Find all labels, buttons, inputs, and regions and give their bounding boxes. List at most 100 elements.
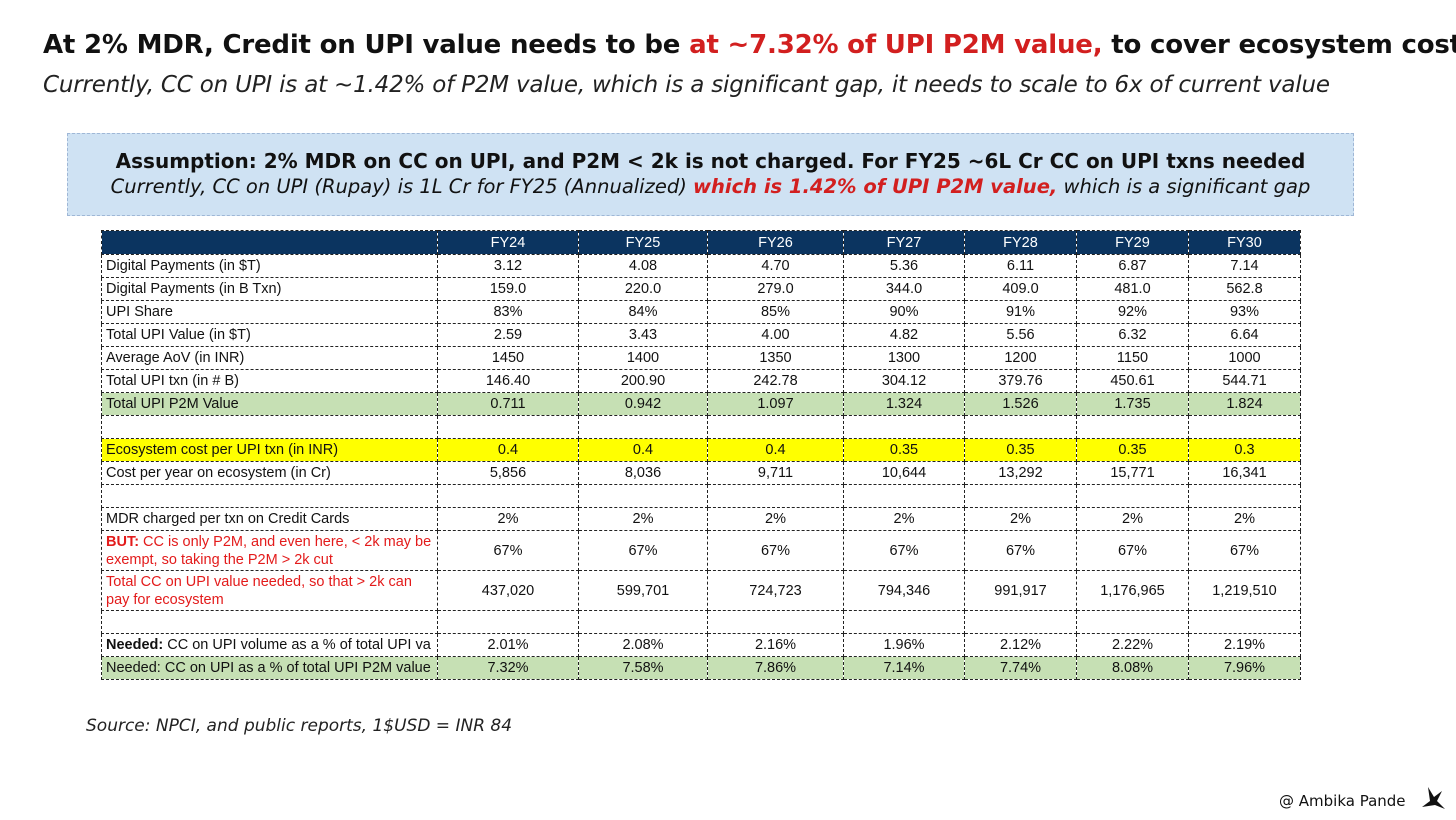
- table-cell: 242.78: [707, 369, 844, 393]
- table-cell: 92%: [1076, 300, 1189, 324]
- table-cell: 1150: [1076, 346, 1189, 370]
- table-cell: 16,341: [1188, 461, 1301, 485]
- table-cell: 93%: [1188, 300, 1301, 324]
- table-cell: 544.71: [1188, 369, 1301, 393]
- table-cell: 2.59: [437, 323, 579, 347]
- column-header: FY26: [707, 230, 844, 255]
- table-cell: 2.22%: [1076, 633, 1189, 657]
- row-label: Total UPI txn (in # B): [101, 369, 438, 393]
- row-label: Needed: CC on UPI volume as a % of total…: [101, 633, 438, 657]
- column-header: FY24: [437, 230, 579, 255]
- assumption-line2-highlight: which is 1.42% of UPI P2M value,: [693, 175, 1058, 198]
- table-cell: 4.70: [707, 254, 844, 278]
- table-cell: 1,176,965: [1076, 570, 1189, 611]
- table-cell: 2%: [1188, 507, 1301, 531]
- table-cell: 220.0: [578, 277, 708, 301]
- row-label: Total CC on UPI value needed, so that > …: [101, 570, 438, 611]
- row-label: Ecosystem cost per UPI txn (in INR): [101, 438, 438, 462]
- table-cell: 1200: [964, 346, 1077, 370]
- table-row: Needed: CC on UPI volume as a % of total…: [101, 633, 1301, 657]
- table-cell: 67%: [1188, 530, 1301, 571]
- table-cell: 0.3: [1188, 438, 1301, 462]
- table-cell: 1.824: [1188, 392, 1301, 416]
- table-cell: 379.76: [964, 369, 1077, 393]
- assumption-line2-prefix: Currently, CC on UPI (Rupay) is 1L Cr fo…: [110, 175, 694, 198]
- table-cell: 8.08%: [1076, 656, 1189, 680]
- row-label: Needed: CC on UPI as a % of total UPI P2…: [101, 656, 438, 680]
- row-label: Digital Payments (in $T): [101, 254, 438, 278]
- table-cell: 146.40: [437, 369, 579, 393]
- table-cell: 15,771: [1076, 461, 1189, 485]
- table-row: UPI Share 83% 84% 85% 90% 91% 92% 93%: [101, 300, 1301, 324]
- table-cell: 2%: [1076, 507, 1189, 531]
- table-cell: 4.00: [707, 323, 844, 347]
- table-header-row: FY24 FY25 FY26 FY27 FY28 FY29 FY30: [101, 230, 1301, 255]
- row-label-bold: Needed:: [106, 637, 164, 653]
- table-cell: 1.324: [843, 392, 965, 416]
- table-cell: 7.32%: [437, 656, 579, 680]
- table-cell: 7.58%: [578, 656, 708, 680]
- title-suffix: to cover ecosystem costs: [1102, 30, 1456, 60]
- assumption-line1: Assumption: 2% MDR on CC on UPI, and P2M…: [115, 149, 1306, 173]
- table-row-ecosystem-cost: Ecosystem cost per UPI txn (in INR) 0.4 …: [101, 438, 1301, 462]
- table-cell: 159.0: [437, 277, 579, 301]
- table-cell: 2.16%: [707, 633, 844, 657]
- table-cell: 6.11: [964, 254, 1077, 278]
- table-cell: 0.35: [964, 438, 1077, 462]
- table-cell: 2%: [437, 507, 579, 531]
- table-cell: 409.0: [964, 277, 1077, 301]
- table-cell: 304.12: [843, 369, 965, 393]
- assumption-line2-suffix: which is a significant gap: [1057, 175, 1311, 198]
- table-cell: 0.35: [1076, 438, 1189, 462]
- table-cell: 1.96%: [843, 633, 965, 657]
- assumption-box: Assumption: 2% MDR on CC on UPI, and P2M…: [67, 133, 1354, 216]
- table-cell: 794,346: [843, 570, 965, 611]
- table-cell: 344.0: [843, 277, 965, 301]
- table-cell: 1350: [707, 346, 844, 370]
- table-cell: 0.4: [578, 438, 708, 462]
- page-title: At 2% MDR, Credit on UPI value needs to …: [43, 30, 1456, 60]
- column-header: FY25: [578, 230, 708, 255]
- table-cell: 0.711: [437, 392, 579, 416]
- table-cell: 67%: [437, 530, 579, 571]
- table-cell: 2%: [707, 507, 844, 531]
- table-row: Total UPI txn (in # B) 146.40 200.90 242…: [101, 369, 1301, 393]
- table-cell: 5.56: [964, 323, 1077, 347]
- column-header: [101, 230, 438, 255]
- row-label-text: CC is only P2M, and even here, < 2k may …: [106, 533, 432, 568]
- table-cell: 0.4: [437, 438, 579, 462]
- table-row-spacer: [101, 484, 1301, 508]
- table-cell: 9,711: [707, 461, 844, 485]
- table-cell: 1400: [578, 346, 708, 370]
- table-cell: 1,219,510: [1188, 570, 1301, 611]
- page-subtitle: Currently, CC on UPI is at ~1.42% of P2M…: [43, 72, 1330, 98]
- table-cell: 0.942: [578, 392, 708, 416]
- table-cell: 67%: [843, 530, 965, 571]
- column-header: FY30: [1188, 230, 1301, 255]
- data-table: FY24 FY25 FY26 FY27 FY28 FY29 FY30 Digit…: [101, 230, 1301, 680]
- row-label-bold: BUT:: [106, 533, 140, 550]
- table-cell: 991,917: [964, 570, 1077, 611]
- table-cell: 4.82: [843, 323, 965, 347]
- table-cell: 279.0: [707, 277, 844, 301]
- table-row-spacer: [101, 610, 1301, 634]
- table-cell: 1.097: [707, 392, 844, 416]
- title-highlight: at ~7.32% of UPI P2M value,: [689, 30, 1103, 60]
- table-cell: 724,723: [707, 570, 844, 611]
- table-cell: 67%: [1076, 530, 1189, 571]
- table-cell: 200.90: [578, 369, 708, 393]
- title-prefix: At 2% MDR, Credit on UPI value needs to …: [43, 30, 690, 60]
- table-cell: 599,701: [578, 570, 708, 611]
- table-row-needed-p2m-share: Needed: CC on UPI as a % of total UPI P2…: [101, 656, 1301, 680]
- table-cell: 67%: [578, 530, 708, 571]
- table-cell: 13,292: [964, 461, 1077, 485]
- table-cell: 6.32: [1076, 323, 1189, 347]
- table-cell: 2.08%: [578, 633, 708, 657]
- column-header: FY27: [843, 230, 965, 255]
- table-cell: 2.12%: [964, 633, 1077, 657]
- table-cell: 90%: [843, 300, 965, 324]
- table-row-cc-needed: Total CC on UPI value needed, so that > …: [101, 570, 1301, 611]
- table-row: Cost per year on ecosystem (in Cr) 5,856…: [101, 461, 1301, 485]
- table-cell: 1450: [437, 346, 579, 370]
- table-row: Digital Payments (in B Txn) 159.0 220.0 …: [101, 277, 1301, 301]
